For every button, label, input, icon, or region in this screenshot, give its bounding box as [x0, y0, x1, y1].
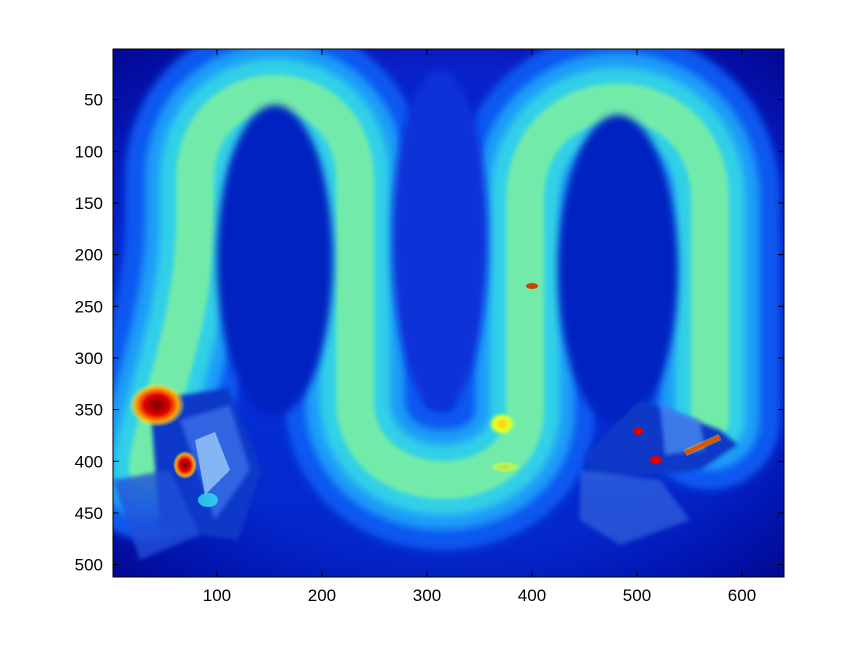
y-tick-label-50: 50 [84, 91, 103, 110]
x-tick-label-400: 400 [518, 586, 546, 605]
y-tick-label-450: 450 [75, 504, 103, 523]
y-tick-label-400: 400 [75, 452, 103, 471]
y-tick-label-250: 250 [75, 297, 103, 316]
hotspot-track-upper [526, 283, 538, 289]
x-tick-label-600: 600 [728, 586, 756, 605]
x-tick-label-200: 200 [308, 586, 336, 605]
y-tick-label-200: 200 [75, 246, 103, 265]
x-axis: 100 200 300 400 500 600 [203, 49, 756, 605]
x-tick-label-300: 300 [413, 586, 441, 605]
inner-dark-bottom-middle [392, 70, 488, 410]
hotspot-track-middle-lower [489, 461, 521, 473]
heatmap-image [113, 49, 784, 577]
track-band [113, 49, 780, 550]
y-tick-label-300: 300 [75, 349, 103, 368]
y-tick-label-350: 350 [75, 401, 103, 420]
object-lower-right [580, 400, 738, 545]
axes-box [112, 48, 785, 578]
inner-dark-right [558, 115, 678, 425]
x-tick-label-500: 500 [623, 586, 651, 605]
inner-dark-left [217, 105, 333, 415]
y-tick-label-500: 500 [75, 556, 103, 575]
axes: 100 200 300 400 500 600 50 100 150 200 250 300 350 4… [75, 48, 785, 605]
object-lower-left [113, 383, 262, 560]
x-tick-label-100: 100 [203, 586, 231, 605]
y-axis: 50 100 150 200 250 300 350 400 450 500 [75, 91, 784, 575]
y-tick-label-150: 150 [75, 194, 103, 213]
hotspot-track-middle [488, 412, 516, 436]
y-tick-label-100: 100 [75, 142, 103, 161]
